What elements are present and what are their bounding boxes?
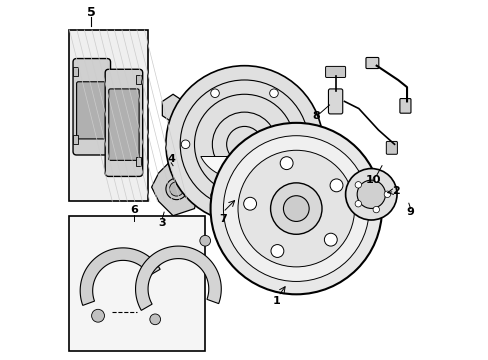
FancyBboxPatch shape xyxy=(399,99,410,113)
FancyBboxPatch shape xyxy=(77,82,107,139)
Text: 4: 4 xyxy=(167,154,175,163)
Bar xyxy=(73,67,78,76)
Text: 7: 7 xyxy=(219,214,226,224)
Circle shape xyxy=(243,197,256,210)
Circle shape xyxy=(384,191,390,198)
Circle shape xyxy=(181,140,189,149)
Polygon shape xyxy=(201,157,287,180)
Circle shape xyxy=(223,136,368,282)
Circle shape xyxy=(200,235,210,246)
Polygon shape xyxy=(162,94,190,126)
Circle shape xyxy=(165,66,323,223)
Circle shape xyxy=(283,196,308,221)
Bar xyxy=(135,75,141,84)
Text: 8: 8 xyxy=(311,111,319,121)
Polygon shape xyxy=(135,246,221,310)
FancyBboxPatch shape xyxy=(386,141,397,154)
Circle shape xyxy=(270,183,322,234)
Circle shape xyxy=(324,233,337,246)
FancyBboxPatch shape xyxy=(69,30,148,202)
FancyBboxPatch shape xyxy=(108,89,139,160)
Circle shape xyxy=(372,176,379,182)
Text: 9: 9 xyxy=(406,207,414,217)
Circle shape xyxy=(280,157,292,170)
Polygon shape xyxy=(151,158,201,216)
Circle shape xyxy=(345,168,396,220)
Bar xyxy=(73,135,78,144)
Text: 2: 2 xyxy=(392,186,399,196)
Circle shape xyxy=(238,150,354,267)
FancyBboxPatch shape xyxy=(105,69,142,176)
Polygon shape xyxy=(80,248,160,305)
Circle shape xyxy=(210,89,219,98)
Circle shape xyxy=(269,89,278,98)
Ellipse shape xyxy=(169,182,183,196)
Circle shape xyxy=(299,140,307,149)
Circle shape xyxy=(269,191,278,199)
Circle shape xyxy=(270,244,283,257)
Circle shape xyxy=(210,123,381,294)
Text: 1: 1 xyxy=(272,296,280,306)
Ellipse shape xyxy=(165,178,187,200)
Bar xyxy=(135,157,141,166)
Circle shape xyxy=(210,191,219,199)
FancyBboxPatch shape xyxy=(365,58,378,68)
FancyBboxPatch shape xyxy=(325,66,345,77)
FancyBboxPatch shape xyxy=(328,89,342,114)
Circle shape xyxy=(91,309,104,322)
Text: 6: 6 xyxy=(129,205,138,215)
Circle shape xyxy=(372,206,379,213)
Circle shape xyxy=(149,257,160,267)
Text: 5: 5 xyxy=(86,6,95,19)
Circle shape xyxy=(354,182,361,188)
FancyBboxPatch shape xyxy=(73,59,110,155)
Circle shape xyxy=(329,179,342,192)
FancyBboxPatch shape xyxy=(69,216,205,351)
Circle shape xyxy=(149,314,160,325)
Text: 3: 3 xyxy=(158,218,166,228)
Text: 10: 10 xyxy=(365,175,380,185)
Circle shape xyxy=(354,201,361,207)
Circle shape xyxy=(356,180,385,208)
